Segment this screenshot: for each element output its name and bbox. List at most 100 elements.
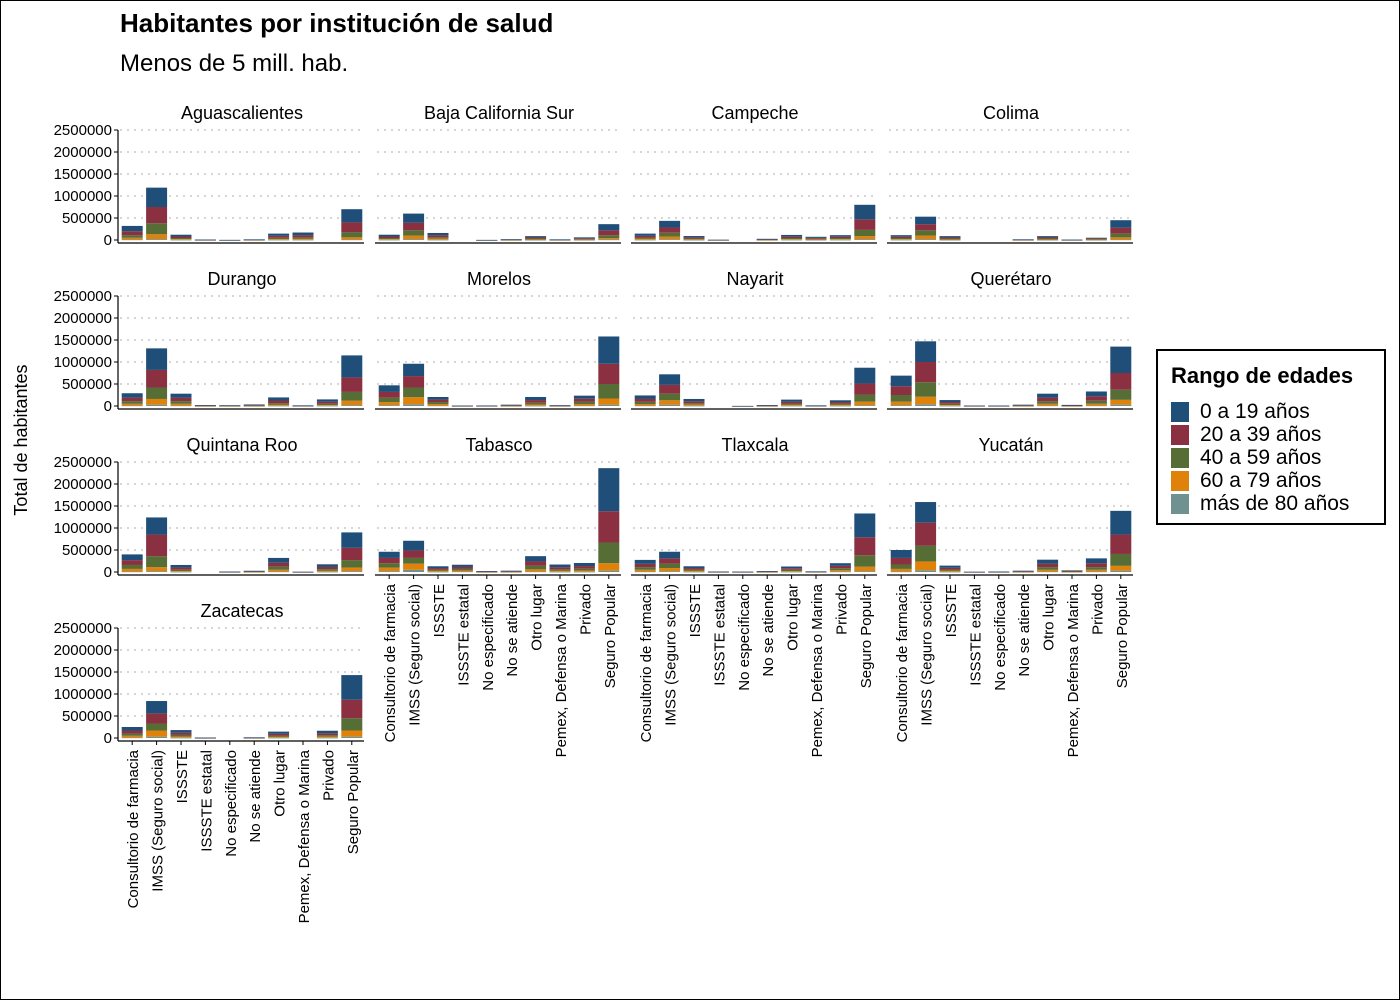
bar-segment [939, 565, 961, 568]
bar-segment [268, 557, 290, 563]
bar-segment [219, 405, 241, 406]
facet-campeche: Campeche [631, 103, 877, 244]
bar-segment [316, 564, 338, 567]
x-tick-label: No especificado [480, 584, 497, 691]
bar-segment [1061, 405, 1083, 407]
bar-segment [659, 236, 681, 240]
bar-segment [963, 405, 985, 407]
bar-segment [890, 375, 912, 387]
bar-segment [1085, 391, 1107, 397]
bar-segment [146, 517, 168, 535]
bar-segment [341, 391, 363, 401]
bar-segment [292, 405, 314, 406]
bar-segment [170, 737, 192, 739]
bar-segment [1037, 393, 1059, 398]
bar-segment [1110, 553, 1132, 566]
bar-segment [829, 235, 851, 237]
bar-segment [121, 403, 143, 406]
bar-segment [170, 736, 192, 738]
bar-segment [854, 239, 876, 240]
bar-segment [659, 551, 681, 559]
bar-segment [598, 563, 620, 571]
x-tick-label: No se atiende [1016, 584, 1033, 677]
bar-segment [243, 571, 265, 572]
bar-segment [598, 224, 620, 231]
legend-label-3: 60 a 79 años [1200, 469, 1322, 492]
bar-segment [890, 236, 912, 239]
y-tick-label: 1000000 [54, 188, 112, 205]
bar-segment [525, 405, 547, 407]
bar-segment [341, 405, 363, 406]
facet-quintana-roo: Quintana Roo 0 500000 1000000 1500000 2000000… [54, 435, 364, 581]
bar-segment [427, 232, 449, 236]
x-tick-label: Consultorio de farmacia [894, 583, 911, 742]
bar-segment [683, 571, 705, 573]
bar-segment [525, 404, 547, 406]
bar-segment [1085, 239, 1107, 241]
bar-segment [427, 399, 449, 403]
bar-segment [268, 571, 290, 573]
bar-segment [829, 402, 851, 404]
bar-segment [829, 239, 851, 241]
bar-segment [683, 570, 705, 572]
bar-segment [427, 239, 449, 241]
bar-segment [170, 236, 192, 239]
x-tick-label: Consultorio de farmacia [638, 583, 655, 742]
bar-segment [1037, 405, 1059, 407]
bar-segment [1012, 405, 1034, 406]
bar-segment [403, 376, 425, 388]
facet-title: Zacatecas [200, 601, 283, 621]
bar-segment [1085, 239, 1107, 240]
bar-segment [1037, 397, 1059, 402]
bar-segment [1037, 237, 1059, 239]
bar-segment [683, 236, 705, 238]
legend-label-2: 40 a 59 años [1200, 446, 1322, 469]
bar-segment [683, 569, 705, 571]
bar-segment [634, 405, 656, 407]
x-tick-label: Consultorio de farmacia [125, 749, 142, 908]
x-tick-label: ISSSTE [431, 584, 448, 637]
bar-segment [1037, 571, 1059, 573]
bar-segment [268, 403, 290, 405]
bar-segment [573, 566, 595, 569]
bar-segment [1085, 238, 1107, 240]
y-tick-label: 2000000 [54, 476, 112, 493]
bar-segment [756, 239, 778, 240]
bar-segment [170, 564, 192, 568]
facet-tlaxcala: Tlaxcala Consultorio de farmacia IMSS (Seg… [631, 435, 877, 757]
bar-segment [1110, 227, 1132, 234]
bar-segment [598, 336, 620, 364]
bar-segment [146, 369, 168, 388]
bar-segment [403, 387, 425, 398]
bar-segment [781, 566, 803, 569]
bar-segment [146, 223, 168, 235]
bar-segment [707, 239, 729, 241]
x-tick-label: ISSSTE [687, 584, 704, 637]
bar-segment [403, 363, 425, 377]
bar-segment [1085, 563, 1107, 568]
y-tick-label: 1000000 [54, 520, 112, 537]
x-tick-label: Pemex, Defensa o Marina [296, 749, 313, 923]
bar-segment [1110, 373, 1132, 390]
bar-segment [634, 404, 656, 406]
bar-segment [292, 232, 314, 236]
bar-segment [781, 404, 803, 406]
bar-segment [121, 733, 143, 736]
bar-segment [341, 547, 363, 561]
bar-segment [121, 405, 143, 407]
bar-segment [500, 405, 522, 406]
bar-segment [121, 560, 143, 565]
bar-segment [403, 550, 425, 558]
bar-segment [403, 239, 425, 240]
bar-segment [683, 238, 705, 240]
facet-aguascalientes: Aguascalientes 0 500000 1000000 1500000 20000… [54, 103, 364, 249]
x-tick-label: IMSS (Seguro social) [150, 750, 167, 892]
x-tick-label: Otro lugar [529, 584, 546, 651]
bar-segment [1110, 534, 1132, 554]
bar-segment [268, 237, 290, 240]
bar-segment [500, 570, 522, 572]
bar-segment [341, 718, 363, 731]
x-tick-label: No se atiende [760, 584, 777, 677]
bar-segment [1085, 567, 1107, 570]
bar-segment [829, 238, 851, 240]
